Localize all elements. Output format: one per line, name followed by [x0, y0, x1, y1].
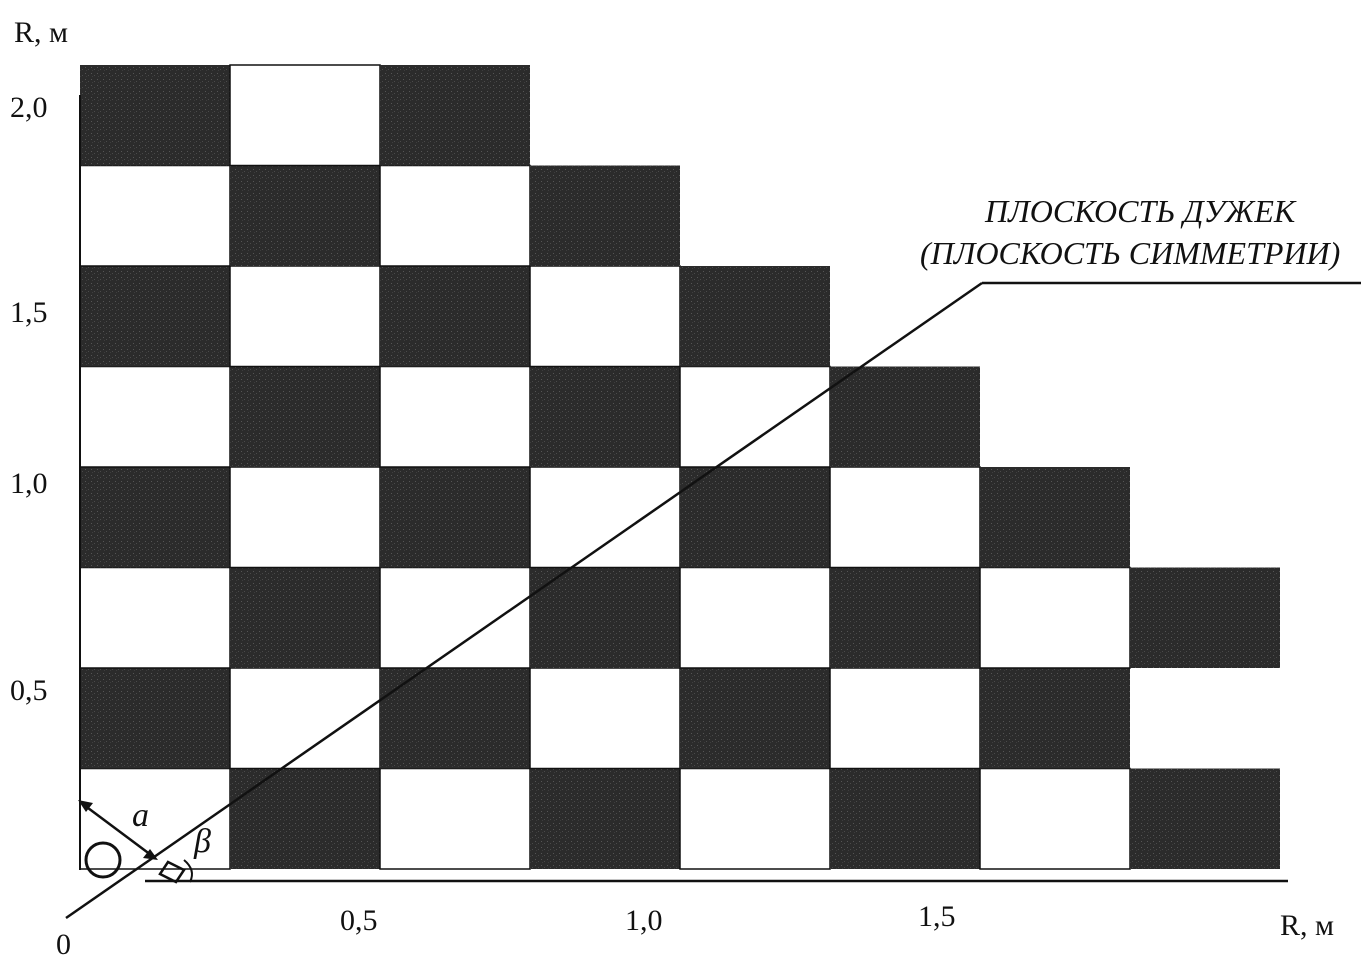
light-cell	[829, 466, 981, 569]
dark-cell	[380, 266, 530, 367]
y-tick-label: 1,5	[10, 296, 48, 329]
light-cell	[679, 365, 831, 468]
light-cell	[379, 566, 531, 669]
dark-cell	[530, 366, 680, 467]
light-cell	[829, 667, 981, 770]
symmetry-plane-line	[65, 281, 983, 920]
dark-cell	[230, 165, 380, 266]
arrow-head-icon	[78, 800, 93, 812]
annotation-line-2: (ПЛОСКОСТЬ СИММЕТРИИ)	[920, 235, 1340, 271]
light-cell	[679, 566, 831, 669]
x-tick-label: 1,5	[918, 900, 956, 933]
dark-cell	[380, 467, 530, 568]
light-cell	[229, 466, 381, 569]
dark-cell	[80, 266, 230, 367]
angle-beta-marker-icon	[158, 860, 186, 884]
dark-cell	[380, 668, 530, 769]
light-cell	[529, 265, 681, 368]
dark-cell	[830, 567, 980, 668]
x-tick-label: 0,5	[340, 904, 378, 937]
circle-element	[84, 841, 122, 879]
arrow-head-icon	[143, 849, 158, 860]
dark-cell	[230, 567, 380, 668]
light-cell	[379, 164, 531, 267]
light-cell	[679, 767, 831, 870]
light-cell	[79, 365, 231, 468]
light-cell	[79, 566, 231, 669]
dark-cell	[680, 467, 830, 568]
light-cell	[529, 667, 681, 770]
y-tick-label: 1,0	[10, 467, 48, 500]
dark-cell	[80, 65, 230, 166]
light-cell	[529, 466, 681, 569]
light-cell	[379, 365, 531, 468]
light-cell	[979, 767, 1131, 870]
dark-cell	[980, 467, 1130, 568]
dark-cell	[530, 567, 680, 668]
x-axis-label: R, м	[1280, 909, 1334, 942]
dark-cell	[830, 366, 980, 467]
dark-cell	[530, 165, 680, 266]
dark-cell	[80, 467, 230, 568]
annotation-line-1: ПЛОСКОСТЬ ДУЖЕК	[984, 193, 1297, 229]
light-cell	[79, 164, 231, 267]
dark-cell	[830, 768, 980, 869]
dark-cell	[1130, 768, 1280, 869]
origin-label: 0	[56, 928, 71, 956]
dark-cell	[1130, 567, 1280, 668]
light-cell	[79, 767, 231, 870]
light-cell	[379, 767, 531, 870]
dark-cell	[680, 668, 830, 769]
symbol-beta: β	[193, 823, 211, 860]
dark-cell	[380, 65, 530, 166]
light-cell	[229, 64, 381, 167]
vector-a-line	[79, 800, 156, 860]
angle-beta-arc	[183, 859, 193, 883]
dark-cell	[980, 668, 1130, 769]
dark-cell	[80, 668, 230, 769]
y-axis-label: R, м	[14, 16, 68, 49]
x-tick-label: 1,0	[625, 904, 663, 937]
dark-cell	[680, 266, 830, 367]
symbol-a: a	[132, 797, 149, 834]
dark-cell	[230, 366, 380, 467]
light-cell	[229, 265, 381, 368]
dark-cell	[230, 768, 380, 869]
checker-cells	[79, 64, 1280, 870]
y-tick-label: 0,5	[10, 674, 48, 707]
dark-cell	[530, 768, 680, 869]
light-cell	[979, 566, 1131, 669]
y-tick-label: 2,0	[10, 91, 48, 124]
